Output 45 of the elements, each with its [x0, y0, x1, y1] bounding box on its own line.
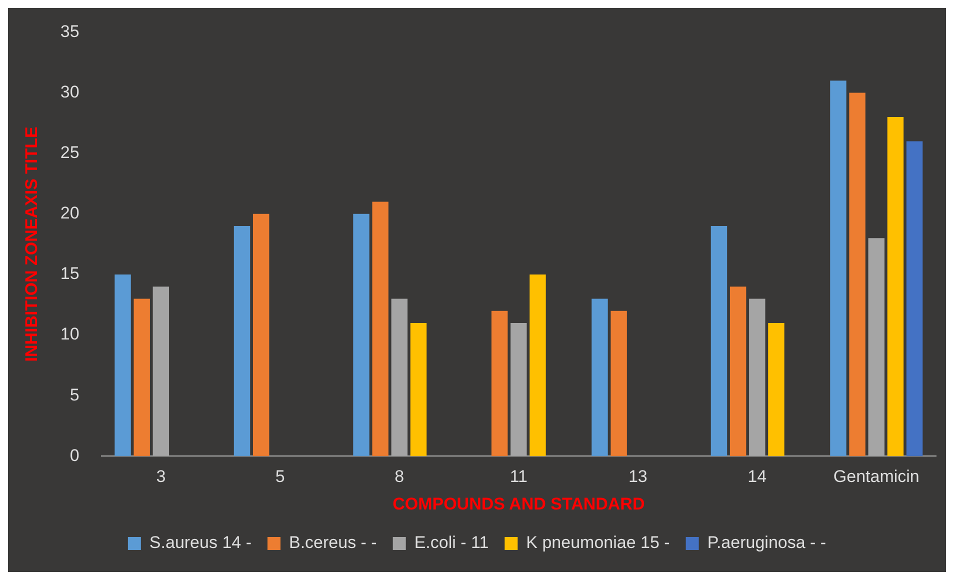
y-tick-label: 20: [60, 204, 80, 223]
bar: [849, 92, 866, 456]
y-tick-label: 0: [70, 446, 80, 465]
x-tick-label: 13: [628, 467, 648, 486]
bar: [906, 141, 923, 456]
y-axis-title: INHIBITION ZONEAXIS TITLE: [22, 126, 41, 362]
bar: [114, 274, 131, 456]
legend-label: B.cereus - -: [288, 533, 377, 552]
y-tick-label: 5: [70, 385, 80, 404]
bar: [887, 117, 904, 456]
x-tick-label: Gentamicin: [833, 467, 920, 486]
bar: [372, 202, 388, 456]
y-tick-label: 10: [60, 324, 80, 344]
bar: [353, 214, 370, 456]
x-tick-label: 3: [156, 467, 166, 486]
x-tick-label: 14: [748, 467, 767, 486]
bar: [830, 80, 846, 456]
bar: [749, 298, 766, 456]
bar: [152, 286, 170, 456]
bar: [710, 226, 728, 456]
y-tick-label: 25: [60, 143, 80, 162]
legend-label: P.aeruginosa - -: [707, 533, 826, 552]
bar: [391, 298, 408, 456]
bar: [510, 322, 527, 456]
bar: [252, 214, 270, 456]
bar: [868, 238, 884, 456]
x-tick-label: 5: [275, 467, 285, 486]
y-tick-label: 30: [60, 82, 80, 102]
legend-label: E.coli - 11: [414, 533, 489, 552]
bar: [234, 226, 250, 456]
bar: [530, 274, 546, 456]
y-tick-label: 35: [60, 22, 80, 41]
bar: [491, 310, 508, 456]
bar: [730, 286, 746, 456]
legend-label: K pneumoniae 15 -: [526, 533, 670, 552]
bar: [410, 322, 427, 456]
y-tick-label: 15: [60, 264, 80, 284]
x-axis-title: COMPOUNDS AND STANDARD: [392, 494, 645, 514]
x-tick-label: 8: [394, 467, 404, 486]
bar: [610, 310, 627, 456]
bar: [592, 298, 608, 456]
x-tick-label: 11: [510, 467, 528, 486]
legend-label: S.aureus 14 -: [149, 533, 252, 552]
bar: [134, 298, 150, 456]
bar: [768, 322, 784, 456]
